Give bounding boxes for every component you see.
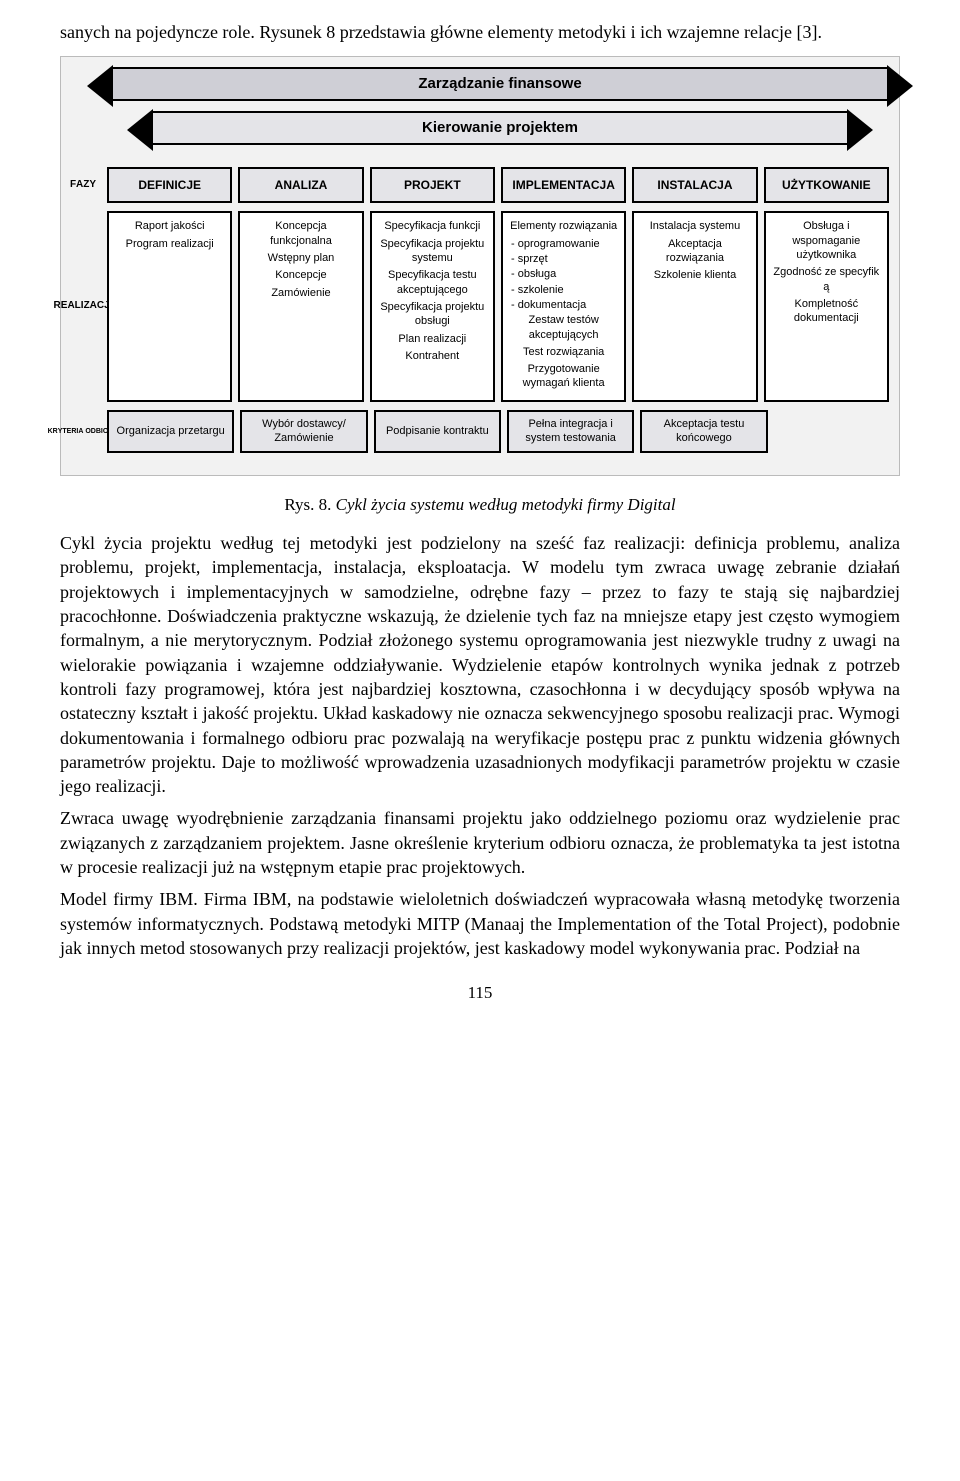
top-arrows: Zarządzanie finansowe Kierowanie projekt…: [71, 67, 889, 157]
arrow-label: Kierowanie projektem: [422, 118, 578, 138]
row-label-fazy: FAZY: [71, 167, 95, 203]
phase-box: PROJEKT: [370, 167, 495, 203]
realization-item: Specyfikacja projektu obsługi: [376, 300, 489, 329]
arrow-left-icon: [87, 65, 113, 107]
figure-caption: Rys. 8. Cykl życia systemu według metody…: [60, 494, 900, 517]
realization-bullet-item: - szkolenie: [507, 283, 620, 297]
criteria-spacer: [774, 410, 889, 454]
body-paragraph: Cykl życia projektu według tej metodyki …: [60, 531, 900, 798]
realization-item: Specyfikacja projektu systemu: [376, 237, 489, 266]
realization-item: Akceptacja rozwiązania: [638, 237, 751, 266]
page-number: 115: [60, 982, 900, 1005]
realization-item: Koncepcje: [244, 268, 357, 282]
lifecycle-diagram: Zarządzanie finansowe Kierowanie projekt…: [60, 56, 900, 476]
caption-prefix: Rys. 8.: [284, 495, 331, 514]
realization-item: Raport jakości: [113, 219, 226, 233]
criteria-box: Akceptacja testu końcowego: [640, 410, 767, 454]
phases-row: FAZY DEFINICJE ANALIZA PROJEKT IMPLEMENT…: [101, 167, 889, 203]
realization-item: Kompletność dokumentacji: [770, 297, 883, 326]
realization-item: Elementy rozwiązania: [507, 219, 620, 233]
realization-box: Elementy rozwiązania - oprogramowanie- sp…: [501, 211, 626, 401]
phase-box: INSTALACJA: [632, 167, 757, 203]
arrow-left-icon: [127, 109, 153, 151]
criteria-box: Wybór dostawcy/ Zamówienie: [240, 410, 367, 454]
phase-box: IMPLEMENTACJA: [501, 167, 626, 203]
realization-box: Instalacja systemu Akceptacja rozwiązania…: [632, 211, 757, 401]
realization-item: Zestaw testów akceptujących: [507, 313, 620, 342]
realization-item: Wstępny plan: [244, 251, 357, 265]
realization-item: Zgodność ze specyfik ą: [770, 265, 883, 294]
realization-bullet-item: - obsługa: [507, 267, 620, 281]
realization-box: Obsługa i wspomaganie użytkownika Zgodnoś…: [764, 211, 889, 401]
phase-box: ANALIZA: [238, 167, 363, 203]
criteria-box: Podpisanie kontraktu: [374, 410, 501, 454]
realization-item: Szkolenie klienta: [638, 268, 751, 282]
realization-box: Specyfikacja funkcji Specyfikacja projekt…: [370, 211, 495, 401]
realization-item: Kontrahent: [376, 349, 489, 363]
body-paragraph: Zwraca uwagę wyodrębnienie zarządzania f…: [60, 806, 900, 879]
arrow-right-icon: [847, 109, 873, 151]
realization-item: Obsługa i wspomaganie użytkownika: [770, 219, 883, 262]
arrow-label: Zarządzanie finansowe: [418, 74, 581, 94]
realization-item: Zamówienie: [244, 286, 357, 300]
realization-item: Program realizacji: [113, 237, 226, 251]
realization-box: Koncepcja funkcjonalna Wstępny plan Koncep…: [238, 211, 363, 401]
phase-box: UŻYTKOWANIE: [764, 167, 889, 203]
project-management-arrow: Kierowanie projektem: [151, 111, 849, 145]
realization-bullet-item: - sprzęt: [507, 252, 620, 266]
realization-item: Test rozwiązania: [507, 345, 620, 359]
realization-item: Przygotowanie wymagań klienta: [507, 362, 620, 391]
realization-item: Instalacja systemu: [638, 219, 751, 233]
caption-text: Cykl życia systemu według metodyki firmy…: [336, 495, 676, 514]
arrow-right-icon: [887, 65, 913, 107]
realization-bullet-item: - oprogramowanie: [507, 237, 620, 251]
row-label-kryteria: KRYTERIA ODBIORU: [71, 410, 95, 454]
criteria-box: Organizacja przetargu: [107, 410, 234, 454]
realization-bullet-item: - dokumentacja: [507, 298, 620, 312]
realization-item: Specyfikacja funkcji: [376, 219, 489, 233]
intro-paragraph: sanych na pojedyncze role. Rysunek 8 prz…: [60, 20, 900, 44]
realization-item: Plan realizacji: [376, 332, 489, 346]
body-paragraph: Model firmy IBM. Firma IBM, na podstawie…: [60, 887, 900, 960]
criteria-row: KRYTERIA ODBIORU Organizacja przetargu W…: [101, 410, 889, 454]
realization-item: Koncepcja funkcjonalna: [244, 219, 357, 248]
row-label-realizacji: REALIZACJI: [71, 211, 95, 401]
criteria-box: Pełna integracja i system testowania: [507, 410, 634, 454]
financial-management-arrow: Zarządzanie finansowe: [111, 67, 889, 101]
realizations-row: REALIZACJI Raport jakościProgram realiza…: [101, 211, 889, 401]
phase-box: DEFINICJE: [107, 167, 232, 203]
realization-item: Specyfikacja testu akceptującego: [376, 268, 489, 297]
realization-box: Raport jakości Program realizacji: [107, 211, 232, 401]
